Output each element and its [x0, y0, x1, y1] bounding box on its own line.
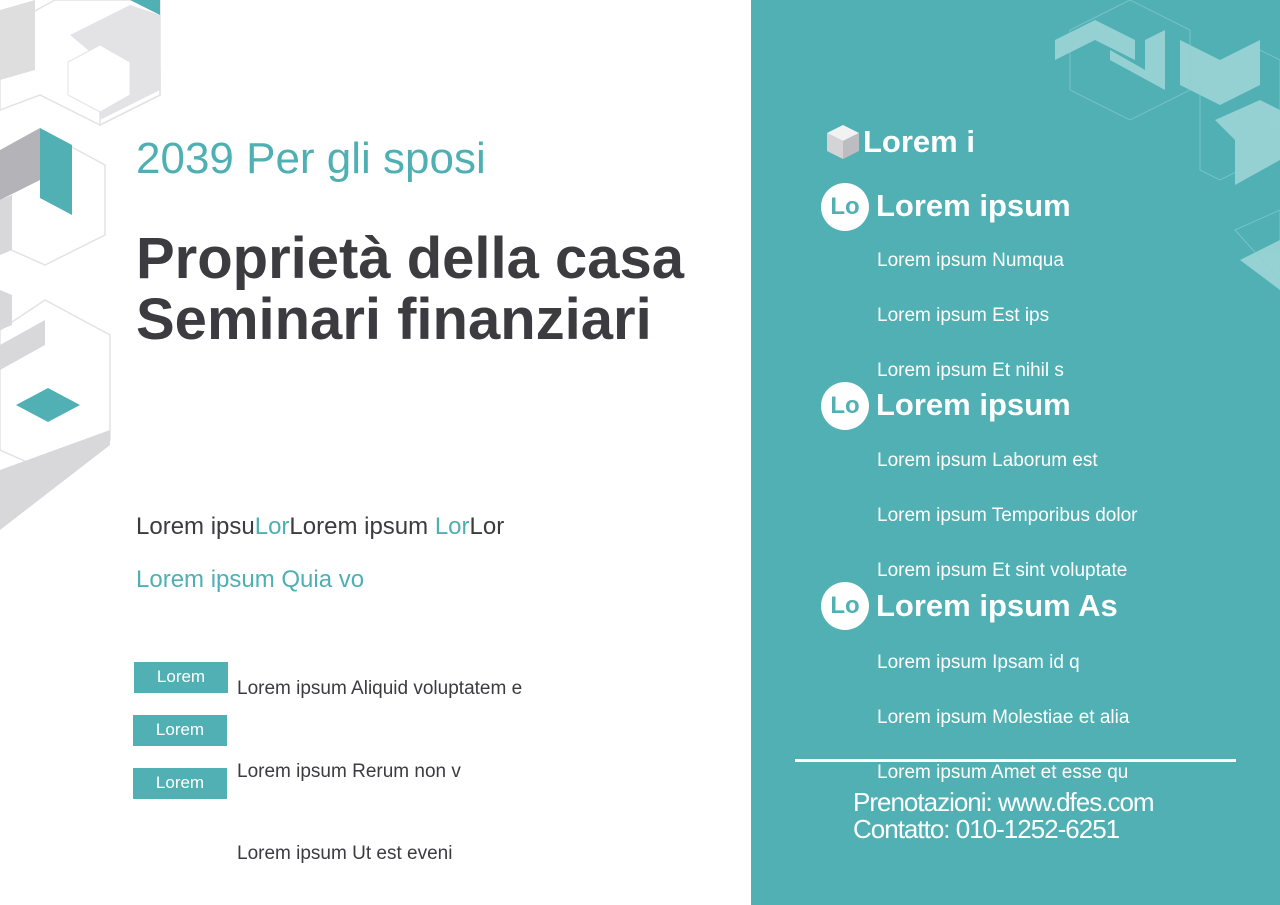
- intro-accent: Lor: [254, 513, 290, 540]
- intro-text: Lor: [469, 513, 505, 540]
- cube-icon: [827, 125, 859, 159]
- contact-info: Contatto: 010-1252-6251: [853, 814, 1120, 844]
- section-item: Lorem ipsum Et nihil s: [877, 360, 1064, 381]
- tag-label: Lorem: [134, 662, 228, 693]
- intro-text: Lorem ipsum: [289, 513, 435, 540]
- cube-pattern-decoration: [1055, 0, 1280, 290]
- section-item: Lorem ipsum Numqua: [877, 250, 1064, 271]
- title-line-1: Proprietà della casa: [136, 226, 685, 291]
- section-title: Lorem ipsum: [876, 188, 1071, 223]
- section-badge: Lo: [821, 582, 869, 630]
- section-item: Lorem ipsum Ipsam id q: [877, 652, 1080, 673]
- section-item: Lorem ipsum Molestiae et alia: [877, 707, 1130, 728]
- intro-text: Lorem ipsu: [136, 513, 255, 540]
- panel-heading: Lorem i: [863, 124, 975, 159]
- title-line-2: Seminari finanziari: [136, 287, 652, 352]
- tag-label: Lorem: [133, 715, 227, 746]
- section-title: Lorem ipsum: [876, 387, 1071, 422]
- section-item: Lorem ipsum Amet et esse qu: [877, 762, 1129, 783]
- tag-text: Lorem ipsum Rerum non v: [237, 761, 461, 782]
- info-panel: Lorem i Lo Lorem ipsum Lorem ipsum Numqu…: [751, 0, 1280, 905]
- subtitle: 2039 Per gli sposi: [136, 134, 486, 183]
- section-item: Lorem ipsum Et sint voluptate: [877, 560, 1128, 581]
- section-item: Lorem ipsum Est ips: [877, 305, 1050, 326]
- section-item: Lorem ipsum Laborum est: [877, 450, 1098, 471]
- booking-info: Prenotazioni: www.dfes.com: [853, 787, 1155, 817]
- divider: [795, 759, 1236, 762]
- intro-line-2: Lorem ipsum Quia vo: [136, 566, 365, 593]
- extra-text: Lorem ipsum Ut est eveni: [237, 843, 453, 864]
- section-badge: Lo: [821, 183, 869, 231]
- intro-line-1: Lorem ipsuLorLorem ipsum LorLor: [136, 513, 504, 541]
- cube-pattern-decoration: [0, 0, 161, 530]
- tag-text: Lorem ipsum Aliquid voluptatem e: [237, 678, 523, 699]
- intro-accent: Lor: [434, 513, 470, 540]
- section-badge: Lo: [821, 382, 869, 430]
- section-title: Lorem ipsum As: [876, 588, 1118, 623]
- section-item: Lorem ipsum Temporibus dolor: [877, 505, 1138, 526]
- tag-label: Lorem: [133, 768, 227, 799]
